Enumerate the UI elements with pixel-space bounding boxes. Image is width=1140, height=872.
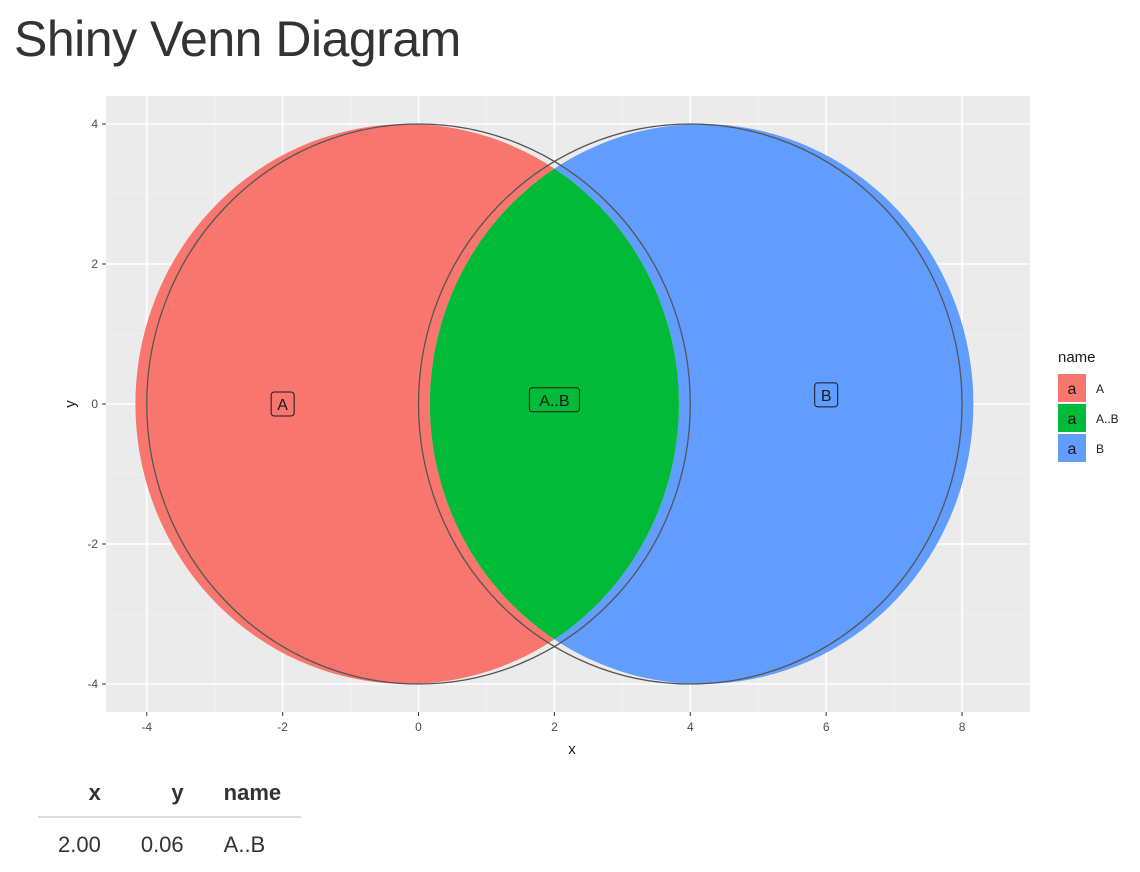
page-title: Shiny Venn Diagram <box>14 11 461 67</box>
legend-key <box>1058 374 1086 402</box>
table-cell-x: 2.00 <box>58 832 101 857</box>
y-tick-label: -4 <box>87 677 98 691</box>
legend-key-glyph: a <box>1068 441 1077 458</box>
table-header-x: x <box>38 776 121 818</box>
region-label-box <box>528 387 580 413</box>
legend-key-glyph: a <box>1068 381 1077 398</box>
region-label-box <box>270 391 295 417</box>
legend-label: A <box>1096 382 1104 396</box>
table-cell-y: 0.06 <box>140 832 184 857</box>
table-header-row: x y name <box>38 776 302 818</box>
venn-plot[interactable]: A A..B B -4 -2 0 2 4 6 8 -4 -2 0 2 4 x y name a Aa A..B a B <box>0 0 1140 770</box>
region-label: B <box>821 388 832 405</box>
y-tick-label: 0 <box>91 397 98 411</box>
table-row: 2.00 0.06 A..B <box>38 817 301 862</box>
x-tick-label: 8 <box>959 720 966 734</box>
table-cell-name: A..B <box>223 832 266 857</box>
region-label: A <box>277 397 288 414</box>
table-header-y: y <box>120 776 204 818</box>
x-tick-label: -4 <box>141 720 152 734</box>
region-label: A..B <box>539 393 569 410</box>
venn-circle-outline <box>146 123 691 685</box>
x-tick-label: 6 <box>823 720 830 734</box>
y-axis-title: y <box>62 400 79 408</box>
legend-key <box>1058 404 1086 432</box>
legend-title: name <box>1058 349 1096 366</box>
region-label-box <box>814 382 839 408</box>
x-tick-label: 2 <box>551 720 558 734</box>
x-axis-title: x <box>568 741 576 758</box>
x-tick-label: 0 <box>415 720 422 734</box>
legend-key-glyph: a <box>1068 411 1077 428</box>
y-tick-label: -2 <box>87 537 98 551</box>
y-tick-label: 2 <box>91 257 98 271</box>
venn-circle-outline <box>417 123 963 685</box>
y-tick-label: 4 <box>91 117 98 131</box>
x-tick-label: 4 <box>687 720 694 734</box>
table-header-name: name <box>203 776 302 818</box>
legend-key <box>1058 434 1086 462</box>
venn-region-a[interactable] <box>135 124 555 685</box>
legend-label: B <box>1096 442 1104 456</box>
venn-region-b[interactable] <box>554 124 974 685</box>
legend-label: A..B <box>1096 412 1119 426</box>
x-tick-label: -2 <box>277 720 288 734</box>
click-result-table: x y name 2.00 0.06 A..B <box>38 776 302 862</box>
